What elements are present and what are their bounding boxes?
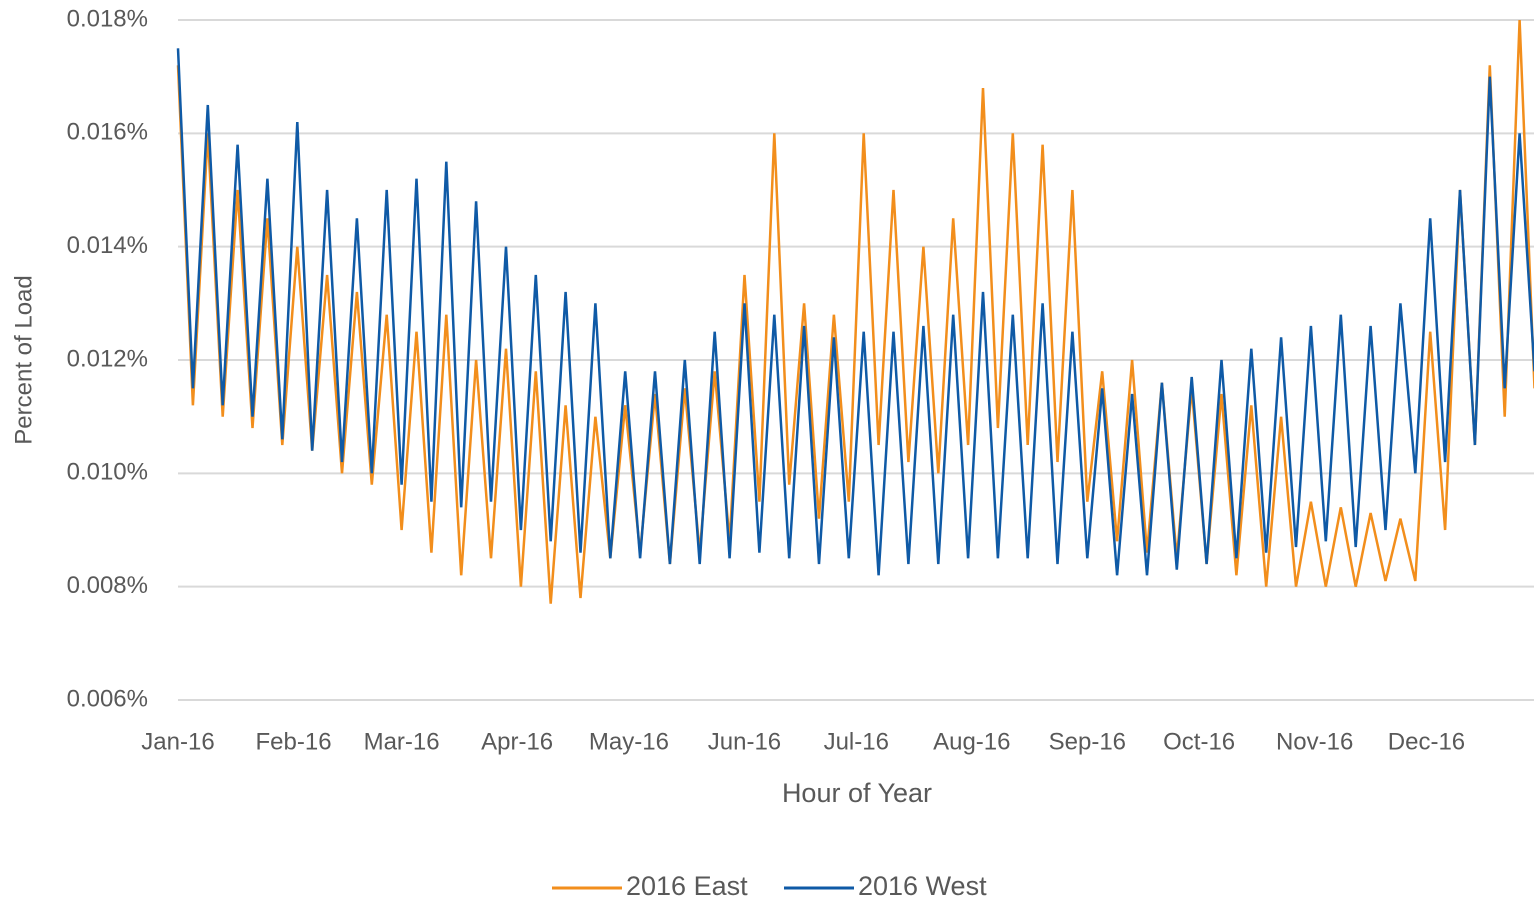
x-tick-label: Apr-16	[481, 728, 553, 755]
x-tick-label: Oct-16	[1163, 728, 1235, 755]
y-axis-title: Percent of Load	[10, 275, 37, 444]
x-tick-label: Jan-16	[141, 728, 214, 755]
x-tick-label: Mar-16	[364, 728, 440, 755]
x-axis-title: Hour of Year	[782, 778, 932, 808]
y-tick-label: 0.014%	[67, 232, 148, 259]
y-tick-label: 0.018%	[67, 5, 148, 32]
x-tick-label: Jun-16	[708, 728, 781, 755]
legend-label: 2016 West	[858, 871, 987, 901]
x-tick-label: Feb-16	[256, 728, 332, 755]
y-tick-label: 0.010%	[67, 459, 148, 486]
x-tick-label: Dec-16	[1388, 728, 1465, 755]
x-tick-label: Nov-16	[1276, 728, 1353, 755]
y-tick-label: 0.016%	[67, 119, 148, 146]
y-tick-label: 0.006%	[67, 685, 148, 712]
y-tick-label: 0.012%	[67, 345, 148, 372]
line-series	[176, 48, 1534, 576]
y-tick-label: 0.008%	[67, 572, 148, 599]
line-series	[176, 19, 1534, 604]
x-tick-label: Jul-16	[824, 728, 889, 755]
x-tick-label: May-16	[589, 728, 669, 755]
legend-label: 2016 East	[626, 871, 748, 901]
x-tick-label: Sep-16	[1049, 728, 1126, 755]
x-tick-label: Aug-16	[933, 728, 1010, 755]
